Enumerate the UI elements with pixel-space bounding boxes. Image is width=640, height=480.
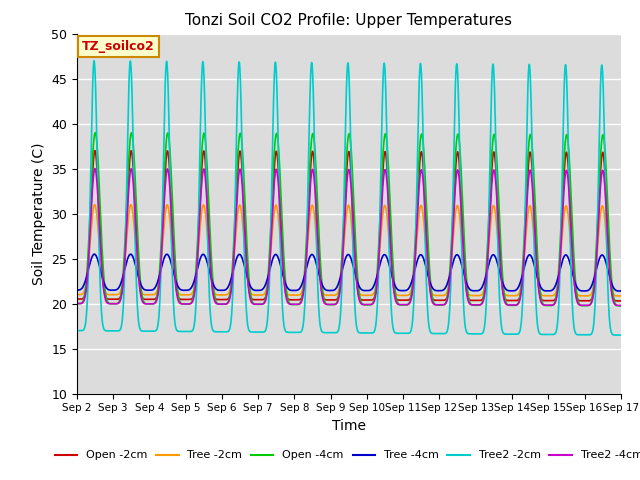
Tree -4cm (135, 276, 143, 282)
Title: Tonzi Soil CO2 Profile: Upper Temperatures: Tonzi Soil CO2 Profile: Upper Temperatur… (186, 13, 512, 28)
Tree2 -4cm (91, 166, 99, 171)
Open -2cm (617, 298, 625, 304)
Line: Open -4cm: Open -4cm (77, 132, 621, 306)
Line: Tree2 -4cm: Tree2 -4cm (77, 168, 621, 305)
Text: TZ_soilco2: TZ_soilco2 (82, 40, 155, 53)
Tree -4cm (305, 256, 313, 262)
Tree2 -2cm (305, 126, 313, 132)
Line: Tree -2cm: Tree -2cm (77, 204, 621, 296)
Tree -4cm (548, 288, 556, 293)
Line: Tree2 -2cm: Tree2 -2cm (77, 61, 621, 335)
Open -2cm (548, 298, 556, 303)
Open -4cm (135, 258, 143, 264)
Tree -4cm (90, 251, 98, 257)
Line: Tree -4cm: Tree -4cm (77, 254, 621, 291)
Line: Open -2cm: Open -2cm (77, 151, 621, 301)
Open -2cm (168, 202, 175, 208)
Tree2 -4cm (607, 276, 614, 282)
Tree2 -2cm (73, 328, 81, 334)
Tree -4cm (617, 288, 625, 294)
Tree -4cm (73, 287, 81, 293)
Tree2 -2cm (617, 332, 625, 338)
Tree2 -2cm (90, 58, 98, 64)
Open -4cm (617, 303, 625, 309)
Tree2 -2cm (607, 324, 614, 330)
Tree -2cm (282, 287, 289, 292)
Open -4cm (168, 173, 175, 179)
Tree2 -2cm (282, 328, 289, 334)
Tree -2cm (305, 222, 313, 228)
Tree -2cm (91, 202, 99, 207)
Open -2cm (282, 289, 289, 295)
Tree -2cm (168, 235, 175, 241)
Open -2cm (305, 192, 313, 198)
Tree -2cm (135, 278, 143, 284)
X-axis label: Time: Time (332, 419, 366, 433)
Tree2 -4cm (617, 302, 625, 308)
Tree2 -4cm (305, 202, 313, 207)
Tree2 -4cm (548, 302, 556, 308)
Open -2cm (73, 296, 81, 302)
Tree2 -4cm (135, 277, 143, 283)
Open -4cm (73, 300, 81, 306)
Open -4cm (282, 280, 289, 286)
Y-axis label: Soil Temperature (C): Soil Temperature (C) (31, 143, 45, 285)
Tree -2cm (548, 293, 556, 299)
Tree2 -4cm (73, 300, 81, 306)
Tree -4cm (168, 261, 175, 266)
Open -4cm (305, 176, 313, 181)
Tree2 -4cm (168, 210, 175, 216)
Tree2 -4cm (282, 291, 289, 297)
Open -2cm (91, 148, 99, 154)
Tree -2cm (607, 278, 614, 284)
Tree2 -2cm (548, 332, 556, 337)
Tree -2cm (617, 293, 625, 299)
Tree -4cm (282, 281, 289, 287)
Legend: Open -2cm, Tree -2cm, Open -4cm, Tree -4cm, Tree2 -2cm, Tree2 -4cm: Open -2cm, Tree -2cm, Open -4cm, Tree -4… (51, 446, 640, 465)
Tree -4cm (607, 276, 614, 282)
Open -2cm (607, 276, 614, 281)
Open -2cm (135, 276, 143, 282)
Open -4cm (548, 302, 556, 308)
Tree2 -2cm (135, 322, 143, 328)
Open -4cm (92, 130, 99, 135)
Open -4cm (607, 256, 614, 262)
Tree2 -2cm (168, 232, 175, 238)
Tree -2cm (73, 292, 81, 298)
